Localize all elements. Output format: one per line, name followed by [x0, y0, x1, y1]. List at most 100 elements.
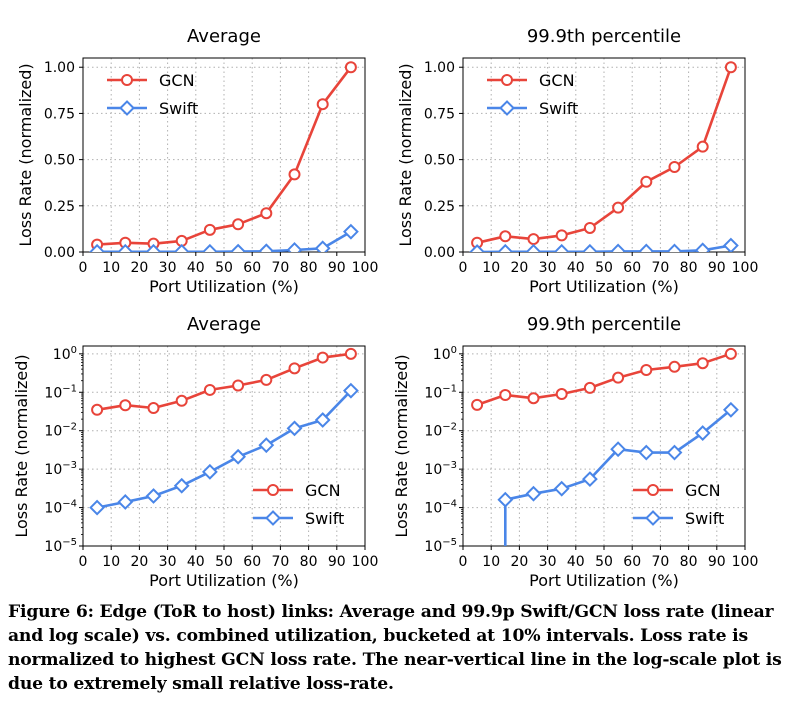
chart-panel-2: 0 10 20 30 40 50 60 70 80 90 100 0.00 0.25 0.50 0.75 1.… [396, 26, 758, 296]
series-line-swift [97, 230, 352, 252]
y-tick-label: 10−4 [424, 499, 457, 517]
x-tick-label: 0 [459, 554, 468, 570]
data-point-swift [638, 243, 655, 252]
data-point-swift [525, 243, 542, 252]
legend-label-swift: Swift [685, 509, 724, 528]
figure: 0 10 20 30 40 50 60 70 80 90 100 0.00 0.25 0.50 0.75 1.… [12, 26, 759, 590]
chart-title: 99.9th percentile [527, 26, 681, 47]
data-point-swift [230, 448, 247, 465]
legend-marker-swift [499, 100, 515, 116]
legend-marker-gcn [267, 484, 279, 496]
x-axis-label: Port Utilization (%) [529, 277, 679, 296]
x-tick-label: 100 [352, 260, 379, 276]
x-tick-label: 90 [708, 554, 726, 570]
data-point-gcn [91, 403, 104, 416]
data-point-swift [581, 243, 598, 252]
data-point-swift [173, 477, 190, 494]
axes-frame [82, 57, 366, 253]
data-point-swift [201, 243, 218, 252]
data-point-gcn [288, 362, 301, 375]
data-point-swift [314, 240, 331, 252]
x-tick-label: 90 [328, 554, 346, 570]
series-line-gcn [476, 352, 732, 407]
y-axis-label: Loss Rate (normalized) [396, 63, 415, 246]
data-point-swift [666, 243, 683, 252]
series-line-swift [96, 389, 352, 509]
data-point-swift [342, 382, 359, 399]
axes-frame [462, 57, 746, 253]
data-point-gcn [203, 383, 216, 396]
data-point-gcn [471, 398, 484, 411]
data-point-gcn [260, 207, 273, 220]
x-tick-label: 80 [680, 554, 698, 570]
x-tick-label: 100 [732, 554, 759, 570]
x-tick-label: 70 [271, 260, 289, 276]
data-point-gcn [316, 98, 329, 111]
y-axis-label: Loss Rate (normalized) [392, 354, 411, 537]
chart-title: Average [187, 314, 261, 335]
data-point-swift [117, 494, 134, 510]
data-point-swift [694, 242, 711, 252]
series-line-gcn [96, 352, 352, 412]
chart-panel-1: 0 10 20 30 40 50 60 70 80 90 100 0.00 0.25 0.50 0.75 1.… [16, 26, 378, 296]
data-point-swift [314, 412, 331, 428]
data-point-gcn [555, 388, 568, 401]
y-tick-label: 0.75 [44, 106, 75, 122]
data-point-gcn [724, 61, 737, 74]
x-tick-label: 30 [159, 554, 177, 570]
x-tick-label: 0 [79, 260, 88, 276]
data-point-gcn [583, 381, 596, 394]
data-point-gcn [175, 394, 188, 407]
x-tick-label: 10 [482, 554, 500, 570]
data-point-swift [230, 243, 247, 252]
x-tick-label: 50 [215, 554, 233, 570]
legend-label-gcn: GCN [305, 481, 341, 500]
plot-area [89, 347, 359, 516]
series-line-gcn [476, 66, 733, 245]
caption-text: Edge (ToR to host) links: Average and 99… [8, 602, 782, 694]
legend-label-gcn: GCN [685, 481, 721, 500]
legend-marker-gcn [647, 484, 659, 496]
data-point-swift [497, 491, 514, 508]
data-point-gcn [555, 229, 568, 242]
data-point-swift [722, 401, 739, 418]
y-axis-label: Loss Rate (normalized) [12, 354, 31, 537]
x-tick-label: 30 [539, 554, 557, 570]
legend: GCN Swift [253, 481, 344, 528]
data-point-swift [258, 243, 275, 252]
x-tick-label: 70 [651, 260, 669, 276]
x-tick-label: 70 [651, 554, 669, 570]
data-point-gcn [527, 392, 540, 405]
legend-label-swift: Swift [539, 99, 578, 118]
data-point-swift [722, 237, 739, 252]
data-point-gcn [696, 357, 709, 370]
y-tick-label: 1.00 [44, 60, 75, 76]
y-axis-label: Loss Rate (normalized) [16, 63, 35, 246]
x-axis-label: Port Utilization (%) [149, 571, 299, 590]
y-tick-label: 10−1 [424, 383, 457, 401]
y-tick-label: 0.00 [424, 245, 455, 261]
data-point-gcn [527, 233, 540, 246]
data-point-gcn [583, 221, 596, 234]
y-tick-label: 10−4 [44, 499, 77, 517]
y-tick-label: 10−3 [44, 460, 77, 478]
data-point-swift [145, 243, 162, 252]
x-tick-label: 20 [130, 260, 148, 276]
legend: GCN Swift [487, 71, 578, 118]
x-tick-label: 10 [102, 260, 120, 276]
x-tick-label: 60 [623, 260, 641, 276]
data-point-gcn [344, 347, 357, 360]
data-point-gcn [203, 223, 216, 236]
data-point-gcn [499, 230, 512, 243]
x-tick-label: 10 [102, 554, 120, 570]
legend-label-gcn: GCN [539, 71, 575, 90]
data-point-gcn [668, 161, 681, 174]
data-point-swift [89, 499, 106, 516]
data-point-gcn [640, 363, 653, 376]
x-axis-label: Port Utilization (%) [149, 277, 299, 296]
legend: GCN Swift [633, 481, 724, 528]
x-tick-label: 80 [680, 260, 698, 276]
plot-area [471, 347, 739, 546]
x-tick-label: 80 [300, 554, 318, 570]
series-line-swift [477, 244, 732, 252]
